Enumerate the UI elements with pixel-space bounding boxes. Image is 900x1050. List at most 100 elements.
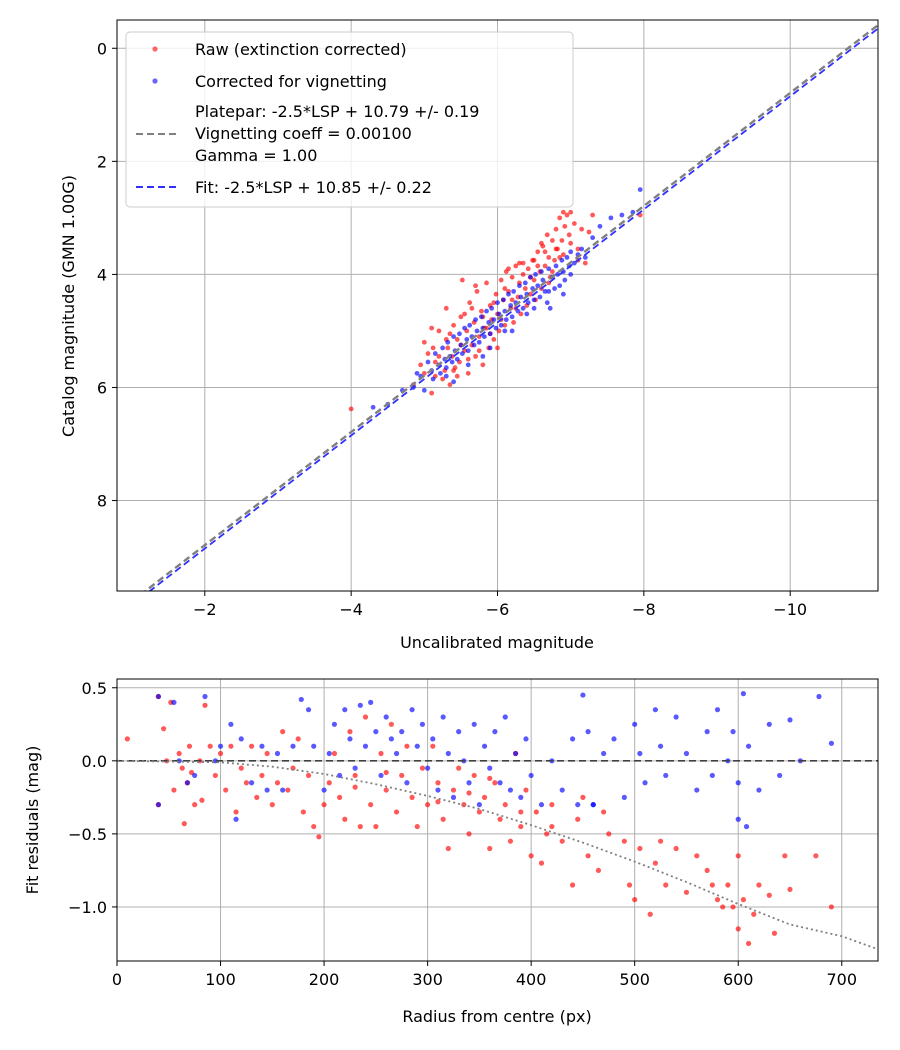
residuals-raw-point — [730, 904, 736, 910]
residuals-corrected-point — [404, 780, 410, 786]
residuals-raw-point — [305, 772, 312, 779]
calibration-corrected-point — [370, 404, 376, 410]
residuals-raw-point — [456, 765, 462, 771]
residuals-raw-point — [782, 853, 788, 859]
calibration-raw-point — [469, 305, 475, 311]
calibration-raw-point — [451, 322, 456, 328]
calibration-corrected-point — [467, 322, 473, 328]
residuals-raw-point — [637, 845, 643, 852]
calibration-raw-point — [535, 263, 541, 269]
residuals-corrected-point — [311, 743, 317, 749]
calibration-corrected-point — [489, 305, 495, 311]
calibration-raw-point — [511, 320, 516, 325]
calibration-x-axis-label: Uncalibrated magnitude — [400, 633, 594, 652]
residuals-corrected-point — [580, 692, 586, 698]
residuals-corrected-point — [743, 823, 750, 830]
calibration-corrected-point — [568, 249, 574, 255]
residuals-raw-point — [186, 743, 193, 749]
residuals-raw-point — [492, 780, 498, 786]
calibration-raw-point — [465, 356, 471, 362]
residuals-raw-point — [466, 831, 472, 837]
calibration-raw-point — [348, 406, 354, 412]
residuals-x-tick-label: 100 — [205, 970, 236, 989]
residuals-x-tick-label: 200 — [309, 970, 340, 989]
calibration-corrected-point — [619, 212, 625, 218]
residuals-raw-point — [632, 897, 638, 903]
calibration-y-axis-label: Catalog magnitude (GMN 1.00G) — [59, 175, 78, 437]
residuals-raw-point — [233, 809, 239, 815]
residuals-corrected-point — [456, 729, 462, 735]
residuals-corrected-point — [735, 780, 741, 786]
residuals-raw-point — [652, 860, 658, 866]
calibration-raw-point — [549, 238, 555, 243]
residuals-y-axis-label: Fit residuals (mag) — [23, 746, 42, 895]
residuals-corrected-point — [184, 780, 191, 786]
calibration-corrected-point — [518, 294, 524, 300]
calibration-corrected-point — [540, 277, 546, 283]
residuals-corrected-point — [740, 691, 747, 697]
residuals-corrected-point — [730, 729, 736, 735]
calibration-corrected-point — [579, 246, 585, 252]
residuals-raw-point — [507, 838, 514, 844]
calibration-corrected-point — [480, 353, 486, 359]
legend-fit-label: Fit: -2.5*LSP + 10.85 +/- 0.22 — [195, 178, 432, 197]
residuals-raw-point — [280, 729, 286, 735]
residuals-raw-point — [751, 911, 757, 917]
calibration-raw-point — [454, 373, 460, 379]
residuals-corrected-point — [632, 721, 638, 727]
residuals-raw-point — [518, 823, 524, 830]
residuals-corrected-point — [487, 765, 493, 771]
legend-corrected-marker — [152, 78, 158, 84]
residuals-raw-point — [487, 775, 493, 781]
residuals-raw-point — [409, 794, 415, 800]
residuals-corrected-point — [745, 743, 752, 749]
residuals-raw-point — [352, 784, 358, 790]
calibration-raw-point — [474, 288, 480, 294]
calibration-corrected-point — [533, 272, 538, 277]
residuals-raw-point — [518, 809, 524, 815]
residuals-raw-point — [813, 853, 819, 859]
residuals-raw-point — [199, 797, 205, 803]
calibration-corrected-point — [546, 266, 552, 272]
calibration-raw-point — [525, 266, 531, 272]
residuals-corrected-point — [331, 721, 338, 727]
calibration-platepar-line — [143, 24, 878, 591]
residuals-raw-point — [238, 765, 244, 771]
residuals-raw-point — [523, 787, 529, 793]
residuals-corrected-point — [238, 736, 244, 742]
residuals-raw-point — [254, 794, 260, 800]
residuals-raw-point — [487, 845, 493, 852]
calibration-corrected-point — [528, 274, 533, 280]
residuals-corrected-point — [538, 802, 545, 808]
calibration-corrected-point — [506, 291, 511, 297]
residuals-raw-point — [606, 831, 612, 837]
calibration-corrected-point — [493, 325, 499, 331]
residuals-corrected-point — [777, 772, 783, 779]
residuals-raw-point — [601, 809, 607, 815]
residuals-raw-point — [176, 750, 182, 757]
calibration-corrected-point — [509, 314, 515, 320]
residuals-raw-point — [347, 729, 353, 735]
calibration-corrected-point — [515, 308, 521, 314]
calibration-raw-point — [586, 229, 592, 235]
residuals-corrected-point — [171, 699, 177, 705]
residuals-raw-point — [647, 911, 653, 917]
residuals-raw-point — [720, 904, 726, 910]
residuals-raw-point — [471, 772, 477, 779]
residuals-corrected-point — [601, 750, 607, 757]
calibration-corrected-point — [508, 303, 514, 308]
calibration-corrected-point — [557, 283, 563, 289]
calibration-raw-point — [432, 359, 438, 365]
residuals-raw-point — [352, 772, 358, 779]
residuals-raw-point — [223, 787, 229, 793]
calibration-raw-point — [566, 232, 572, 238]
calibration-y-tick-label: 6 — [97, 378, 107, 397]
calibration-raw-point — [520, 260, 526, 266]
calibration-corrected-point — [457, 331, 462, 337]
residuals-corrected-point — [507, 787, 514, 793]
residuals-x-tick-label: 600 — [723, 970, 754, 989]
residuals-raw-point — [709, 882, 715, 888]
calibration-x-tick-label: −10 — [773, 600, 807, 619]
calibration-corrected-point — [443, 365, 449, 371]
residuals-raw-point — [357, 823, 363, 830]
